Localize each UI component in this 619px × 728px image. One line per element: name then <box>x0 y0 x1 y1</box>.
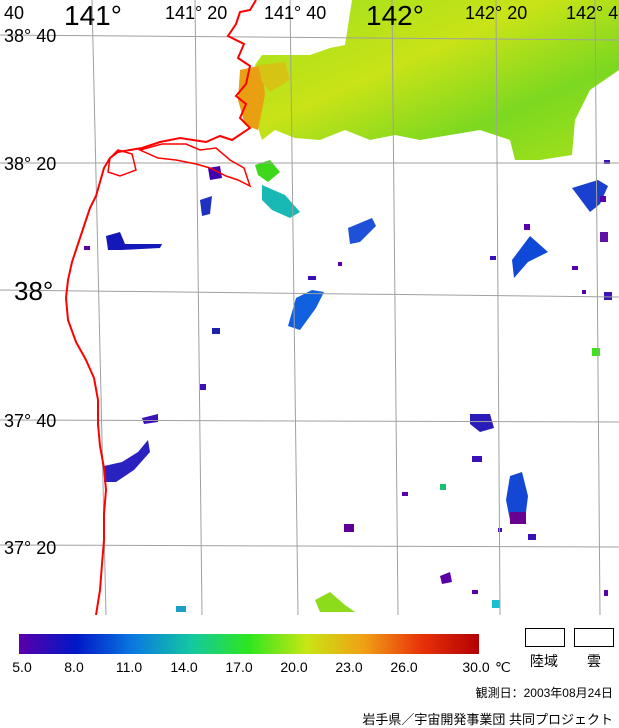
lon-label-140-40: 40 <box>4 3 25 23</box>
map-canvas <box>0 0 619 615</box>
lat-label-37-40: 37° 40 <box>4 411 57 431</box>
colorbar-tick: 20.0 <box>280 659 308 675</box>
cloud-legend-label: 雲 <box>587 653 601 669</box>
lon-label-142-20: 142° 20 <box>465 3 528 23</box>
lat-label-38-20: 38° 20 <box>4 154 57 174</box>
lat-label-37-20: 37° 20 <box>4 538 57 558</box>
colorbar-tick: 14.0 <box>170 659 198 675</box>
lon-label-141: 141° <box>64 0 122 31</box>
lon-label-142-40: 142° 4 <box>566 3 619 23</box>
lat-label-38-40: 38° 40 <box>4 26 57 46</box>
land-legend-swatch <box>525 628 565 647</box>
sea-surface-temperature-map: 40 141° 141° 20 141° 40 142° 142° 20 142… <box>0 0 619 615</box>
land-legend-label: 陸域 <box>530 653 558 669</box>
cloud-legend-swatch <box>574 628 614 647</box>
temperature-colorbar <box>19 634 479 654</box>
warm-water-region <box>238 0 619 612</box>
colorbar-tick: 11.0 <box>115 659 143 675</box>
lon-label-142: 142° <box>366 0 424 31</box>
colorbar-tick: 8.0 <box>64 659 84 675</box>
colorbar-tick: 17.0 <box>225 659 253 675</box>
coastline-bay <box>107 143 252 188</box>
lat-label-38: 38° <box>14 276 54 306</box>
observation-date: 観測日：2003年08月24日 <box>475 686 613 700</box>
lon-label-141-40: 141° 40 <box>264 3 327 23</box>
colorbar-tick: 30.0 <box>462 659 490 675</box>
colorbar-tick: 23.0 <box>335 659 363 675</box>
graticule-grid <box>0 0 619 615</box>
colorbar-tick: 26.0 <box>390 659 418 675</box>
colorbar-tick: 5.0 <box>12 659 32 675</box>
lon-label-141-20: 141° 20 <box>165 3 228 23</box>
coastline <box>64 0 257 615</box>
colorbar-unit: ℃ <box>495 659 511 675</box>
project-credit: 岩手県／宇宙開発事業団 共同プロジェクト <box>362 712 613 727</box>
cold-water-patches <box>84 160 612 612</box>
